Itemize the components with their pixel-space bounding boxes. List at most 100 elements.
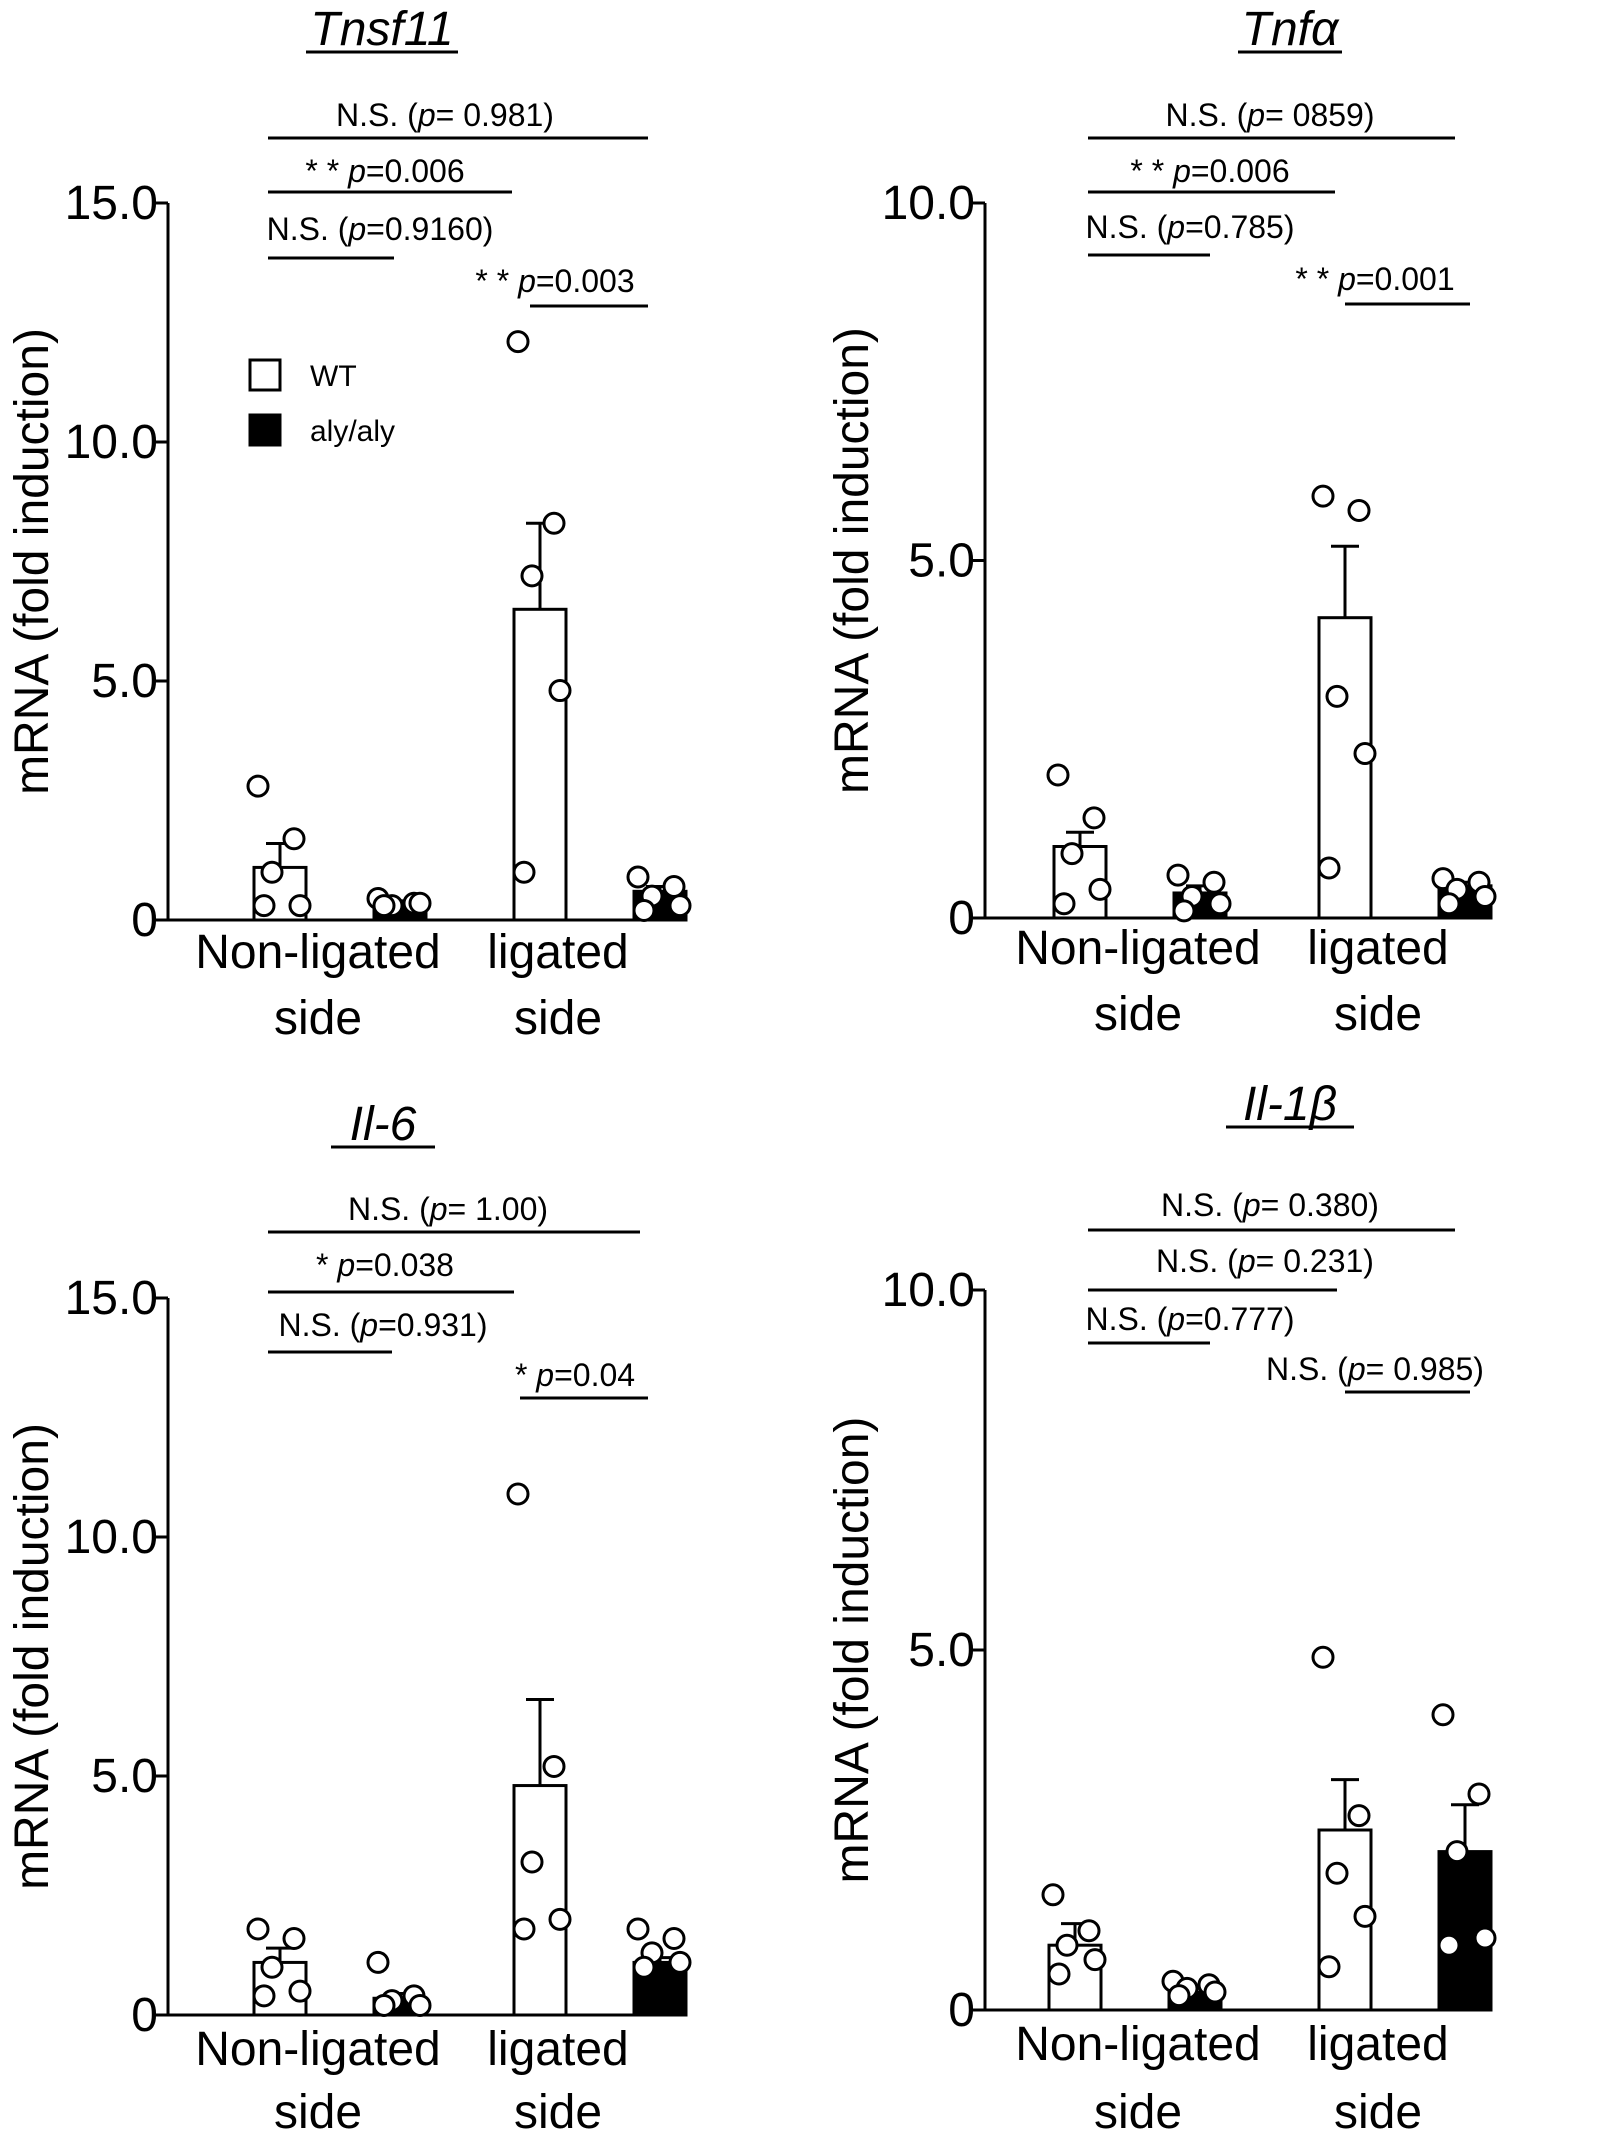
data-point	[1347, 498, 1371, 522]
significance-label: * p=0.04	[515, 1357, 635, 1393]
data-point	[1167, 1984, 1191, 2008]
data-point	[1317, 856, 1341, 880]
y-tick-label: 15.0	[65, 1272, 158, 1325]
data-point	[1041, 1883, 1065, 1907]
data-point	[1088, 877, 1112, 901]
y-tick-label: 0	[948, 892, 975, 945]
data-point	[1083, 1948, 1107, 1972]
data-point	[1325, 1861, 1349, 1885]
y-tick-label: 10.0	[65, 1511, 158, 1564]
data-point	[246, 774, 270, 798]
data-point	[1203, 1980, 1227, 2004]
significance-label: N.S. (p= 1.00)	[348, 1191, 548, 1227]
data-point	[260, 1955, 284, 1979]
data-point	[288, 1979, 312, 2003]
data-point	[512, 860, 536, 884]
data-point	[1467, 1782, 1491, 1806]
y-axis-label: mRNA (fold induction)	[826, 327, 879, 794]
data-point	[1437, 892, 1461, 916]
data-point	[288, 894, 312, 918]
legend-swatch-wt	[248, 358, 282, 392]
data-point	[1431, 1703, 1455, 1727]
data-point	[408, 1993, 432, 2017]
y-tick-label: 0	[131, 894, 158, 947]
data-point	[626, 1917, 650, 1941]
x-category-label: Non-ligated	[195, 926, 440, 979]
data-point	[662, 875, 686, 899]
significance-label: N.S. (p= 0.981)	[336, 97, 554, 133]
x-category-label: side	[1094, 2086, 1182, 2139]
data-point	[668, 1950, 692, 1974]
significance-label: N.S. (p=0.785)	[1086, 209, 1295, 245]
y-axis-label: mRNA (fold induction)	[6, 1423, 59, 1890]
data-point	[366, 1950, 390, 1974]
x-category-label: side	[1334, 2086, 1422, 2139]
data-point	[1325, 684, 1349, 708]
data-point	[246, 1917, 270, 1941]
data-point	[1047, 1962, 1071, 1986]
significance-label: N.S. (p= 0.985)	[1266, 1351, 1484, 1387]
data-point	[282, 1927, 306, 1951]
significance-label: N.S. (p= 0.231)	[1156, 1243, 1374, 1279]
data-point	[1046, 763, 1070, 787]
data-point	[668, 894, 692, 918]
x-category-label: side	[514, 2086, 602, 2139]
x-category-label: side	[514, 992, 602, 1045]
significance-label: * * p=0.001	[1295, 261, 1454, 297]
x-category-label: ligated	[1307, 922, 1448, 975]
data-point	[632, 1955, 656, 1979]
y-axis-label: mRNA (fold induction)	[826, 1417, 879, 1884]
y-tick-label: 0	[948, 1984, 975, 2037]
y-tick-label: 5.0	[908, 535, 975, 588]
data-point	[520, 1850, 544, 1874]
significance-label: N.S. (p= 0859)	[1166, 97, 1375, 133]
data-point	[1473, 1926, 1497, 1950]
data-point	[372, 1993, 396, 2017]
significance-label: * * p=0.003	[475, 263, 634, 299]
data-point	[1437, 1933, 1461, 1957]
data-point	[1353, 1904, 1377, 1928]
chart-title: Tnfα	[1242, 3, 1340, 56]
x-category-label: Non-ligated	[1015, 922, 1260, 975]
x-category-label: Non-ligated	[195, 2023, 440, 2076]
x-category-label: side	[1094, 988, 1182, 1041]
y-tick-label: 10.0	[882, 1264, 975, 1317]
x-category-label: side	[274, 992, 362, 1045]
data-point	[542, 1754, 566, 1778]
data-point	[632, 898, 656, 922]
x-category-label: ligated	[487, 2023, 628, 2076]
y-tick-label: 5.0	[91, 655, 158, 708]
data-point	[1166, 863, 1190, 887]
y-tick-label: 10.0	[882, 177, 975, 230]
data-point	[1317, 1955, 1341, 1979]
data-point	[372, 894, 396, 918]
data-point	[1353, 742, 1377, 766]
x-category-label: ligated	[487, 926, 628, 979]
legend-label-aly: aly/aly	[310, 415, 395, 448]
data-point	[1055, 1933, 1079, 1957]
y-tick-label: 15.0	[65, 177, 158, 230]
y-axis-label: mRNA (fold induction)	[6, 328, 59, 795]
chart-title: Tnsf11	[310, 3, 453, 56]
significance-label: N.S. (p=0.9160)	[267, 211, 494, 247]
data-point	[626, 865, 650, 889]
significance-label: N.S. (p=0.931)	[279, 1307, 488, 1343]
data-point	[252, 1984, 276, 2008]
data-point	[1347, 1804, 1371, 1828]
data-point	[1077, 1919, 1101, 1943]
data-point	[1172, 899, 1196, 923]
data-point	[506, 1482, 530, 1506]
data-point	[408, 891, 432, 915]
legend-swatch-aly	[248, 413, 282, 447]
y-tick-label: 5.0	[908, 1624, 975, 1677]
data-point	[1052, 892, 1076, 916]
data-point	[1473, 885, 1497, 909]
bar	[512, 1784, 568, 2017]
significance-label: * p=0.038	[316, 1247, 454, 1283]
x-category-label: Non-ligated	[1015, 2018, 1260, 2071]
x-category-label: side	[274, 2086, 362, 2139]
x-category-label: ligated	[1307, 2018, 1448, 2071]
data-point	[548, 679, 572, 703]
significance-label: * * p=0.006	[305, 153, 464, 189]
bar	[512, 607, 568, 922]
